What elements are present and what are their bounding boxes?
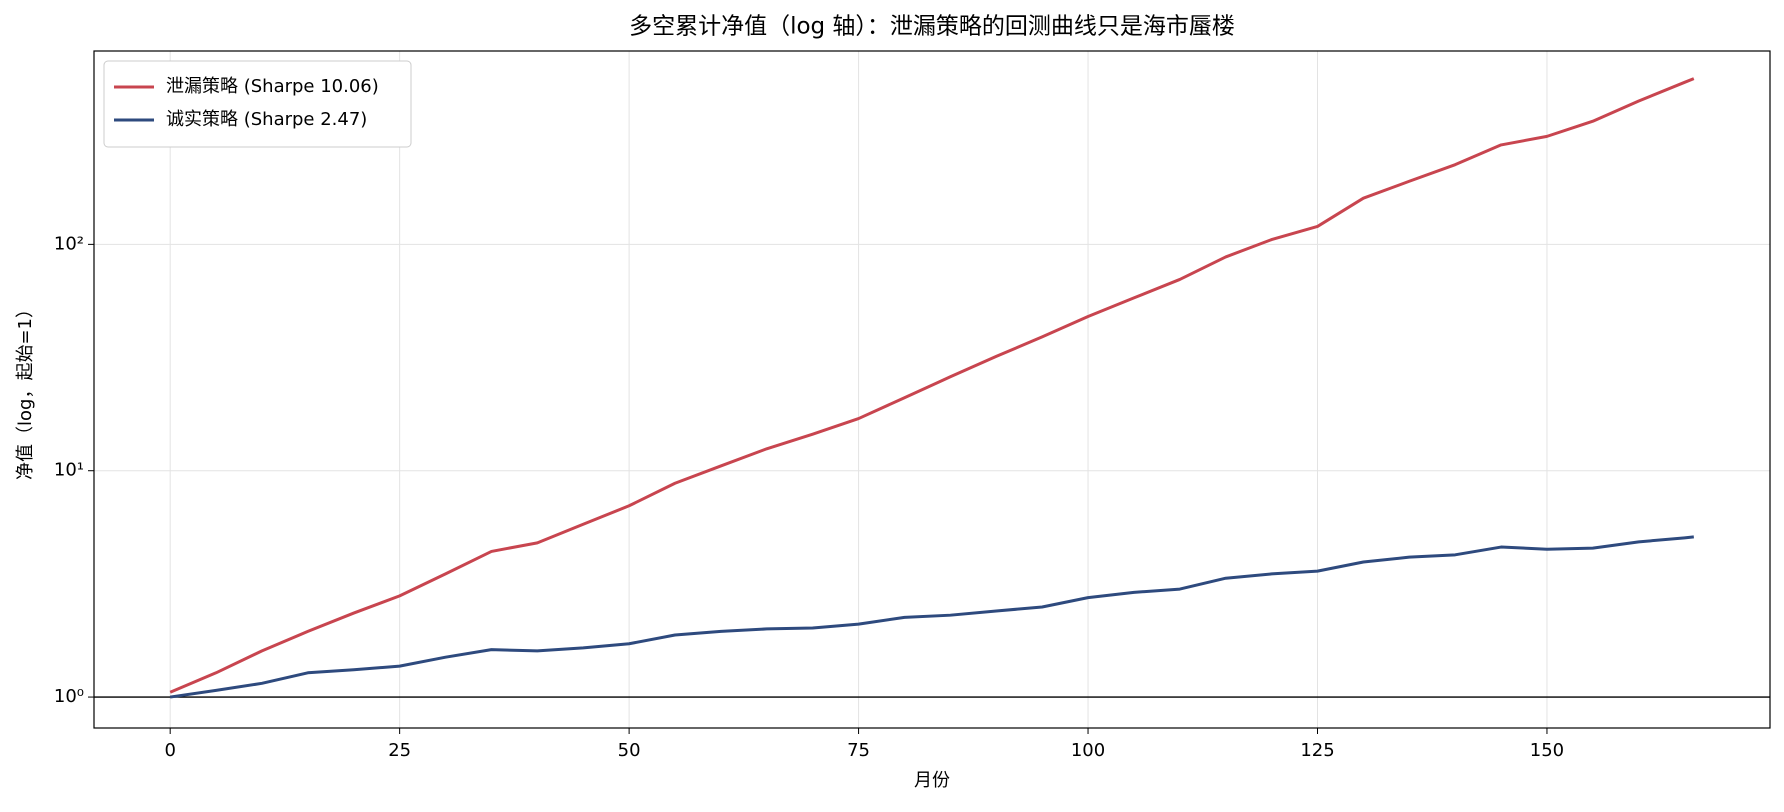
- x-tick-label: 0: [164, 740, 175, 761]
- x-tick-label: 100: [1071, 740, 1105, 761]
- x-tick-label: 125: [1300, 740, 1334, 761]
- x-tick-label: 75: [847, 740, 870, 761]
- y-tick-label: 10²: [54, 233, 84, 254]
- chart-title: 多空累计净值（log 轴）：泄漏策略的回测曲线只是海市蜃楼: [629, 14, 1235, 40]
- y-axis-label: 净值（log，起始=1）: [15, 300, 36, 480]
- y-tick-label: 10⁰: [54, 686, 84, 707]
- series-line: [169, 535, 1694, 699]
- x-axis-label: 月份: [914, 770, 950, 791]
- y-tick-label: 10¹: [54, 460, 84, 481]
- legend-label: 诚实策略 (Sharpe 2.47): [166, 109, 367, 130]
- x-tick-label: 150: [1530, 740, 1564, 761]
- legend-label: 泄漏策略 (Sharpe 10.06): [166, 76, 379, 97]
- series-line: [169, 77, 1695, 694]
- legend-box: [103, 60, 412, 148]
- x-tick-label: 50: [618, 740, 641, 761]
- plot-frame: [93, 50, 1771, 729]
- x-tick-label: 25: [388, 740, 411, 761]
